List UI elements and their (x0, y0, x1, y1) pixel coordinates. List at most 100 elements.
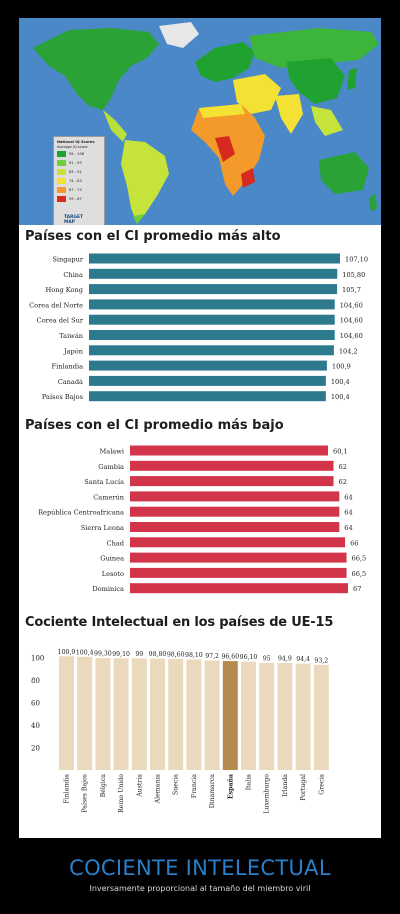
bar-category-label: Hong Kong (46, 286, 84, 294)
bar-category-label: República Centroafricana (38, 509, 124, 517)
x-category-label: Irlanda (282, 774, 289, 797)
bar-value-label: 100,4 (331, 378, 350, 386)
caption-title: COCIENTE INTELECTUAL (69, 856, 331, 880)
y-tick-label: 100 (31, 654, 44, 662)
y-tick-label: 20 (31, 744, 40, 752)
column-bar (204, 660, 220, 770)
bar-chart-svg: Malawi 60,1 Gambia 62 Santa Lucía 62 Camerún 64… (38, 445, 367, 594)
column-bar (77, 656, 93, 770)
column-bar (277, 663, 293, 770)
column-bar (186, 659, 202, 770)
bar-category-label: Gambia (98, 463, 124, 471)
bar-value-label: 66 (350, 539, 358, 547)
bar-category-label: Santa Lucía (84, 478, 124, 486)
bar-value-label: 104,60 (340, 317, 363, 325)
legend-row: 91 - 95 (57, 160, 82, 166)
bar-category-label: Países Bajos (42, 393, 84, 401)
legend-swatch (57, 178, 66, 184)
legend-row: 74 - 83 (57, 178, 82, 184)
chart-title-eu: Cociente Intelectual en los países de UE… (25, 615, 334, 630)
column-bar (222, 661, 238, 770)
column-bar (59, 656, 74, 770)
legend-row: 83 - 91 (57, 169, 82, 175)
bar (89, 284, 338, 295)
chart-title-low: Países con el CI promedio más bajo (25, 418, 284, 433)
bar-category-label: Finlandia (52, 363, 84, 371)
bar (89, 375, 326, 386)
legend-range-label: 91 - 95 (69, 161, 82, 165)
x-category-label: Francia (191, 774, 198, 798)
bar-category-label: Chad (107, 539, 125, 547)
column-value-label: 98,10 (185, 652, 203, 659)
brand-line: TARGET (64, 215, 84, 220)
legend-title: National IQ Scores (57, 140, 95, 144)
legend-swatch (57, 187, 66, 193)
column-bar (95, 658, 111, 770)
column-value-label: 99,30 (94, 651, 112, 658)
y-tick-label: 60 (31, 699, 40, 707)
bar-value-label: 107,10 (345, 256, 368, 264)
bar-category-label: China (63, 271, 83, 279)
bar-value-label: 105,7 (342, 286, 361, 294)
column-value-label: 99 (135, 651, 143, 658)
chart-low-iq: Malawi 60,1 Gambia 62 Santa Lucía 62 Camerún 64… (19, 442, 381, 603)
x-category-label: Dinamarca (209, 774, 216, 809)
column-value-label: 94,9 (278, 656, 292, 663)
column-value-label: 98,60 (167, 651, 185, 658)
legend-range-label: 83 - 91 (69, 170, 82, 174)
brand-line: MAP (64, 220, 75, 225)
x-category-label: Italia (246, 774, 253, 791)
chart-title-high: Países con el CI promedio más alto (25, 229, 281, 244)
bar (130, 445, 328, 456)
x-category-label: Suecia (173, 774, 180, 795)
bar (89, 330, 335, 340)
column-value-label: 98,80 (149, 651, 167, 658)
bar-value-label: 60,1 (333, 448, 348, 456)
bar (89, 253, 340, 264)
column-bar (131, 658, 147, 770)
bar-value-label: 100,9 (332, 363, 351, 371)
bar-category-label: Japón (63, 347, 84, 355)
bar-category-label: Corea del Norte (29, 301, 83, 309)
world-iq-map: National IQ Scores Average IQ score 95 -… (19, 18, 381, 225)
bar-value-label: 66,5 (352, 555, 367, 563)
bar-category-label: Taiwán (59, 332, 84, 340)
bar-category-label: Camerún (93, 493, 125, 501)
column-bar (313, 664, 329, 770)
bar (130, 522, 340, 532)
bar-category-label: Dominica (92, 585, 124, 593)
bar-value-label: 64 (344, 493, 352, 501)
bar (130, 491, 340, 502)
bar-category-label: Sierra Leona (81, 524, 124, 532)
legend-range-label: 67 - 74 (69, 188, 82, 192)
bar-value-label: 104,60 (340, 332, 363, 340)
bar-category-label: Guinea (100, 555, 124, 563)
column-chart-svg: 20 40 60 80 100 100,9 Finlandia 100,4 Países Baj… (31, 649, 329, 814)
bar (130, 506, 340, 517)
bar (130, 460, 334, 471)
x-category-label: Países Bajos (82, 774, 89, 813)
column-value-label: 96,10 (240, 654, 258, 661)
column-value-label: 97,2 (205, 653, 219, 660)
bar-value-label: 67 (353, 585, 361, 593)
bar (89, 314, 335, 325)
legend-range-label: 59 - 67 (69, 197, 82, 201)
bar-value-label: 64 (344, 509, 352, 517)
x-category-label: Austria (136, 774, 143, 798)
poster-frame: National IQ Scores Average IQ score 95 -… (19, 18, 381, 838)
x-category-label: España (227, 774, 234, 799)
caption-subtitle: Inversamente proporcional al tamaño del … (89, 884, 311, 893)
column-bar (241, 661, 256, 770)
legend-range-label: 95 - 108 (69, 152, 85, 156)
column-bar (295, 663, 311, 770)
legend-swatch (57, 169, 66, 175)
bar (130, 537, 346, 548)
bar (89, 299, 335, 310)
map-legend: National IQ Scores Average IQ score 95 -… (53, 136, 105, 225)
legend-swatch (57, 151, 66, 157)
column-value-label: 95 (263, 655, 271, 662)
bar (130, 583, 348, 594)
bar-value-label: 100,4 (331, 393, 350, 401)
bar-value-label: 104,2 (339, 347, 358, 355)
column-value-label: 100,4 (76, 649, 94, 656)
